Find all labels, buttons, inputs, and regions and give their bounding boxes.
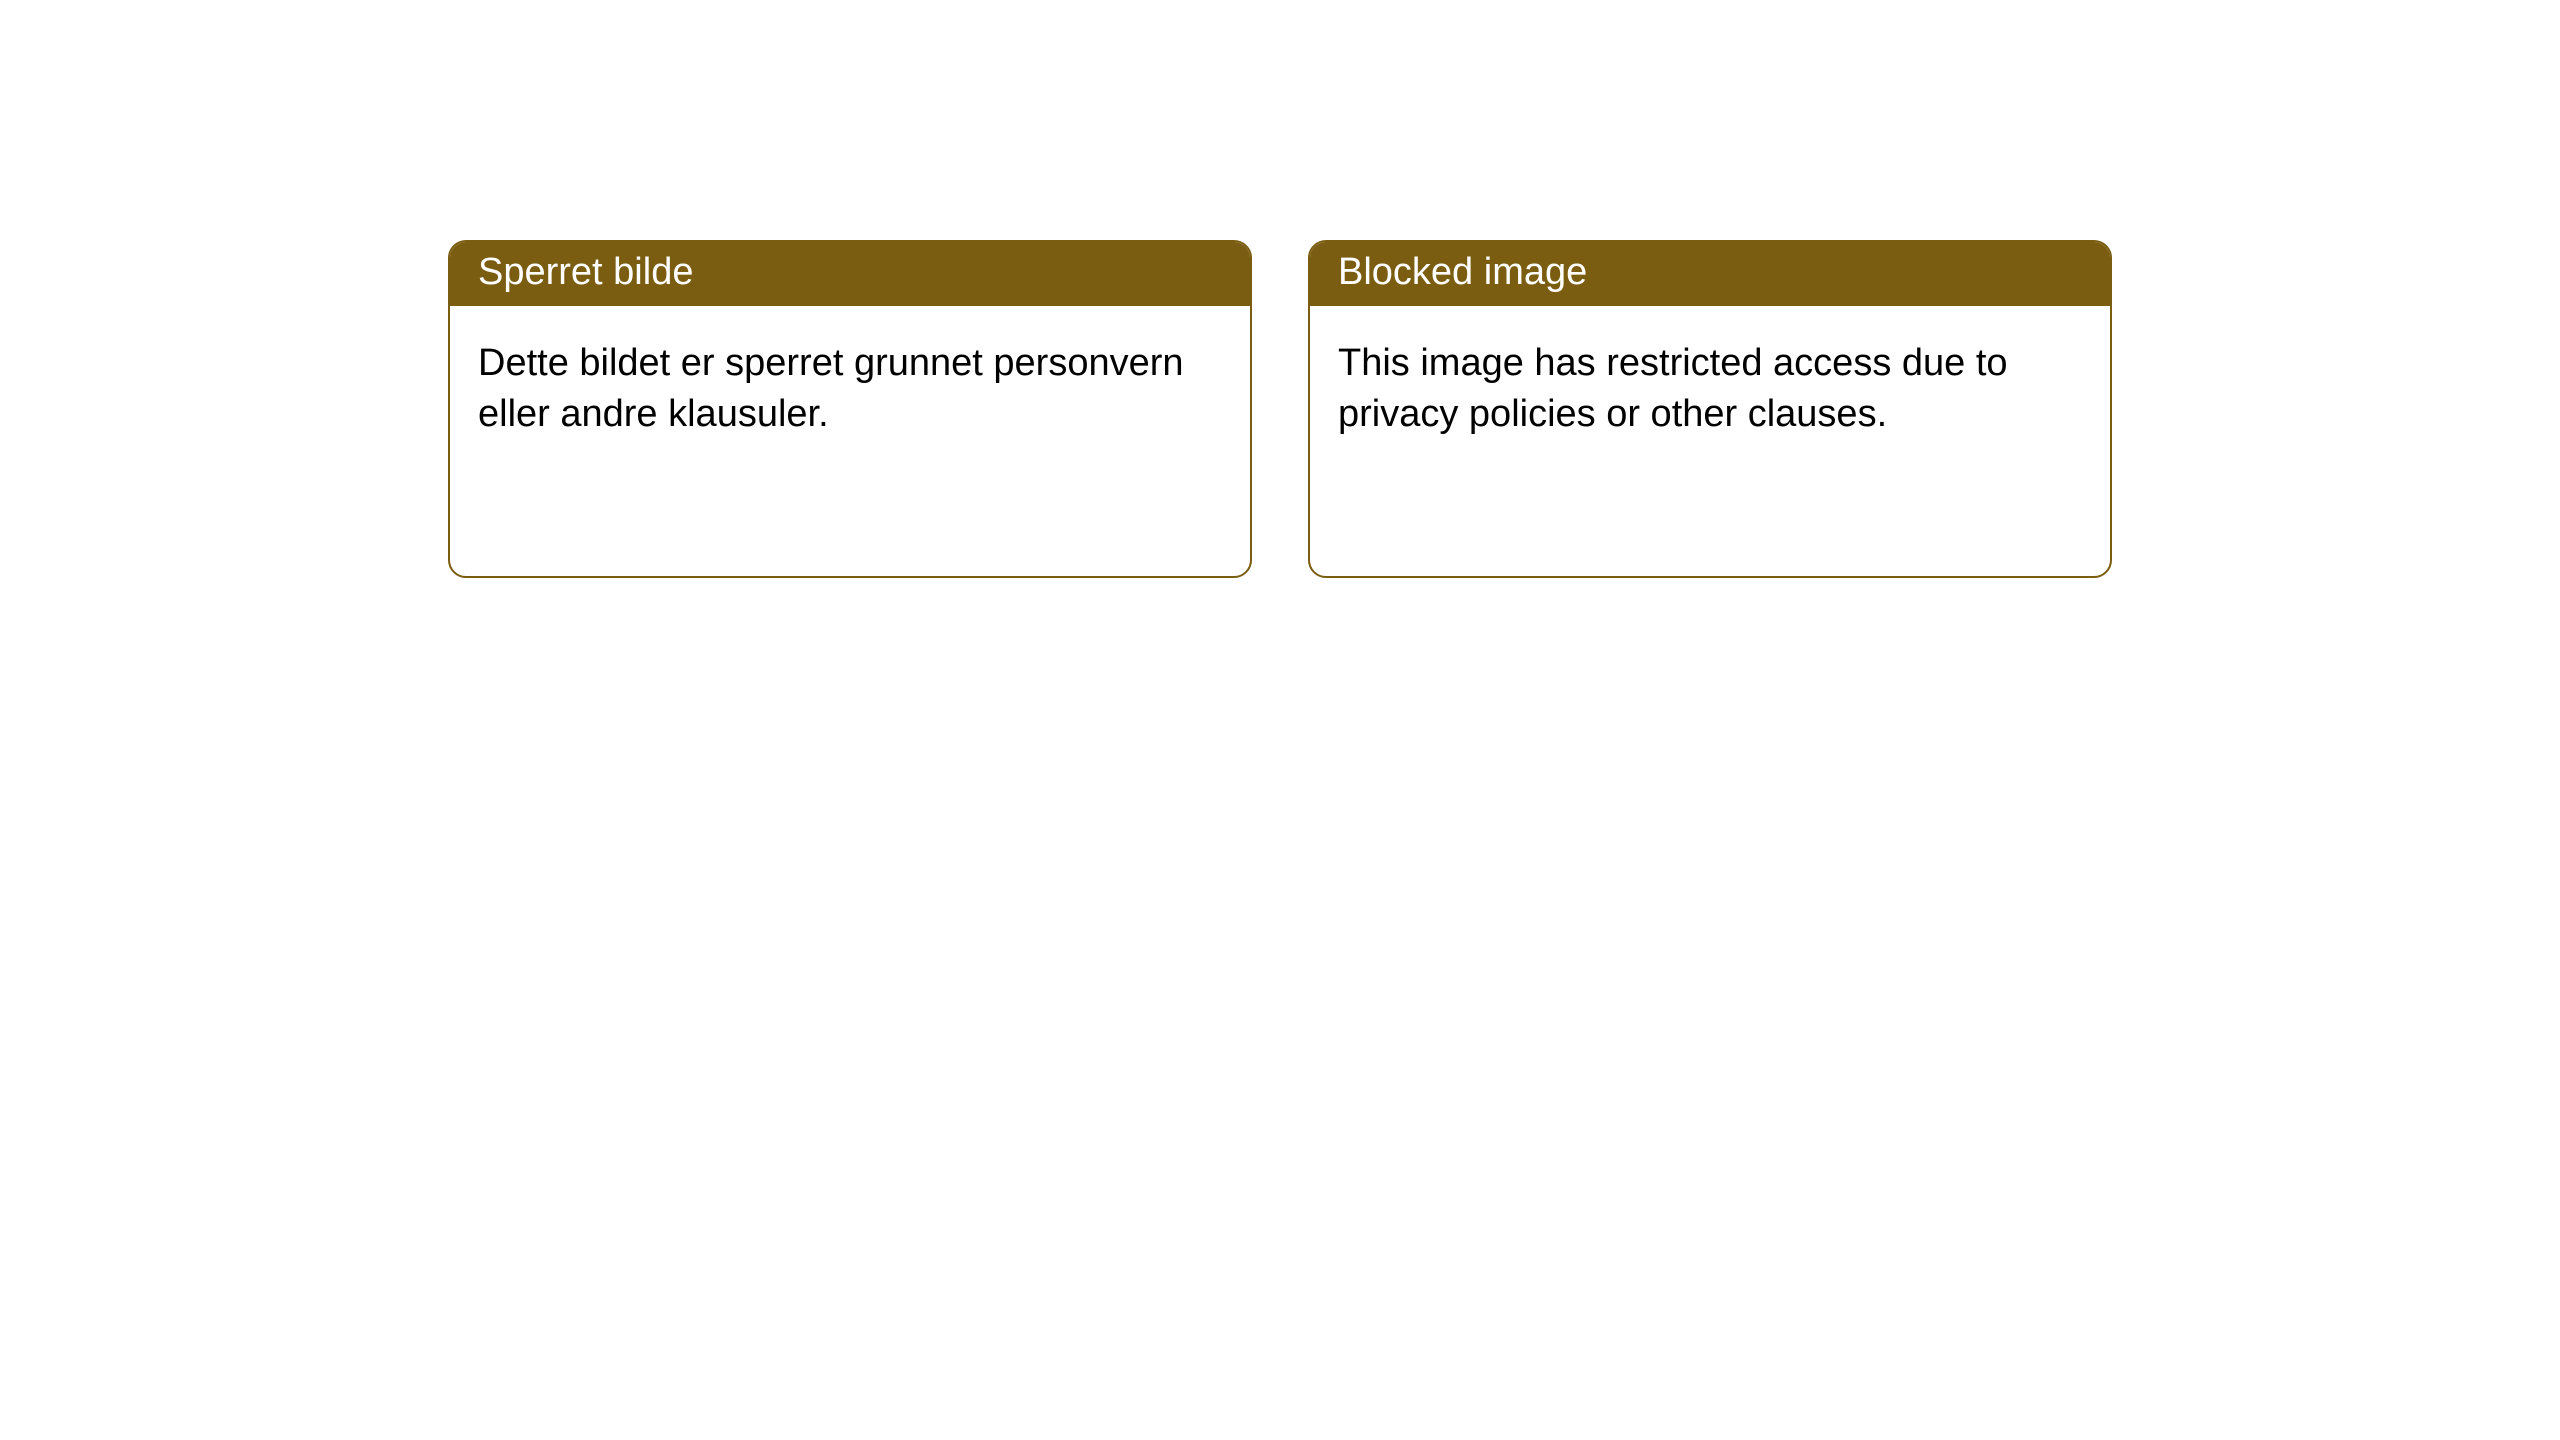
notice-card-title: Sperret bilde [450, 242, 1250, 306]
notice-card-norwegian: Sperret bilde Dette bildet er sperret gr… [448, 240, 1252, 578]
notice-card-title: Blocked image [1310, 242, 2110, 306]
notice-container: Sperret bilde Dette bildet er sperret gr… [0, 0, 2560, 578]
notice-card-body: Dette bildet er sperret grunnet personve… [450, 306, 1250, 473]
notice-card-english: Blocked image This image has restricted … [1308, 240, 2112, 578]
notice-card-body: This image has restricted access due to … [1310, 306, 2110, 473]
